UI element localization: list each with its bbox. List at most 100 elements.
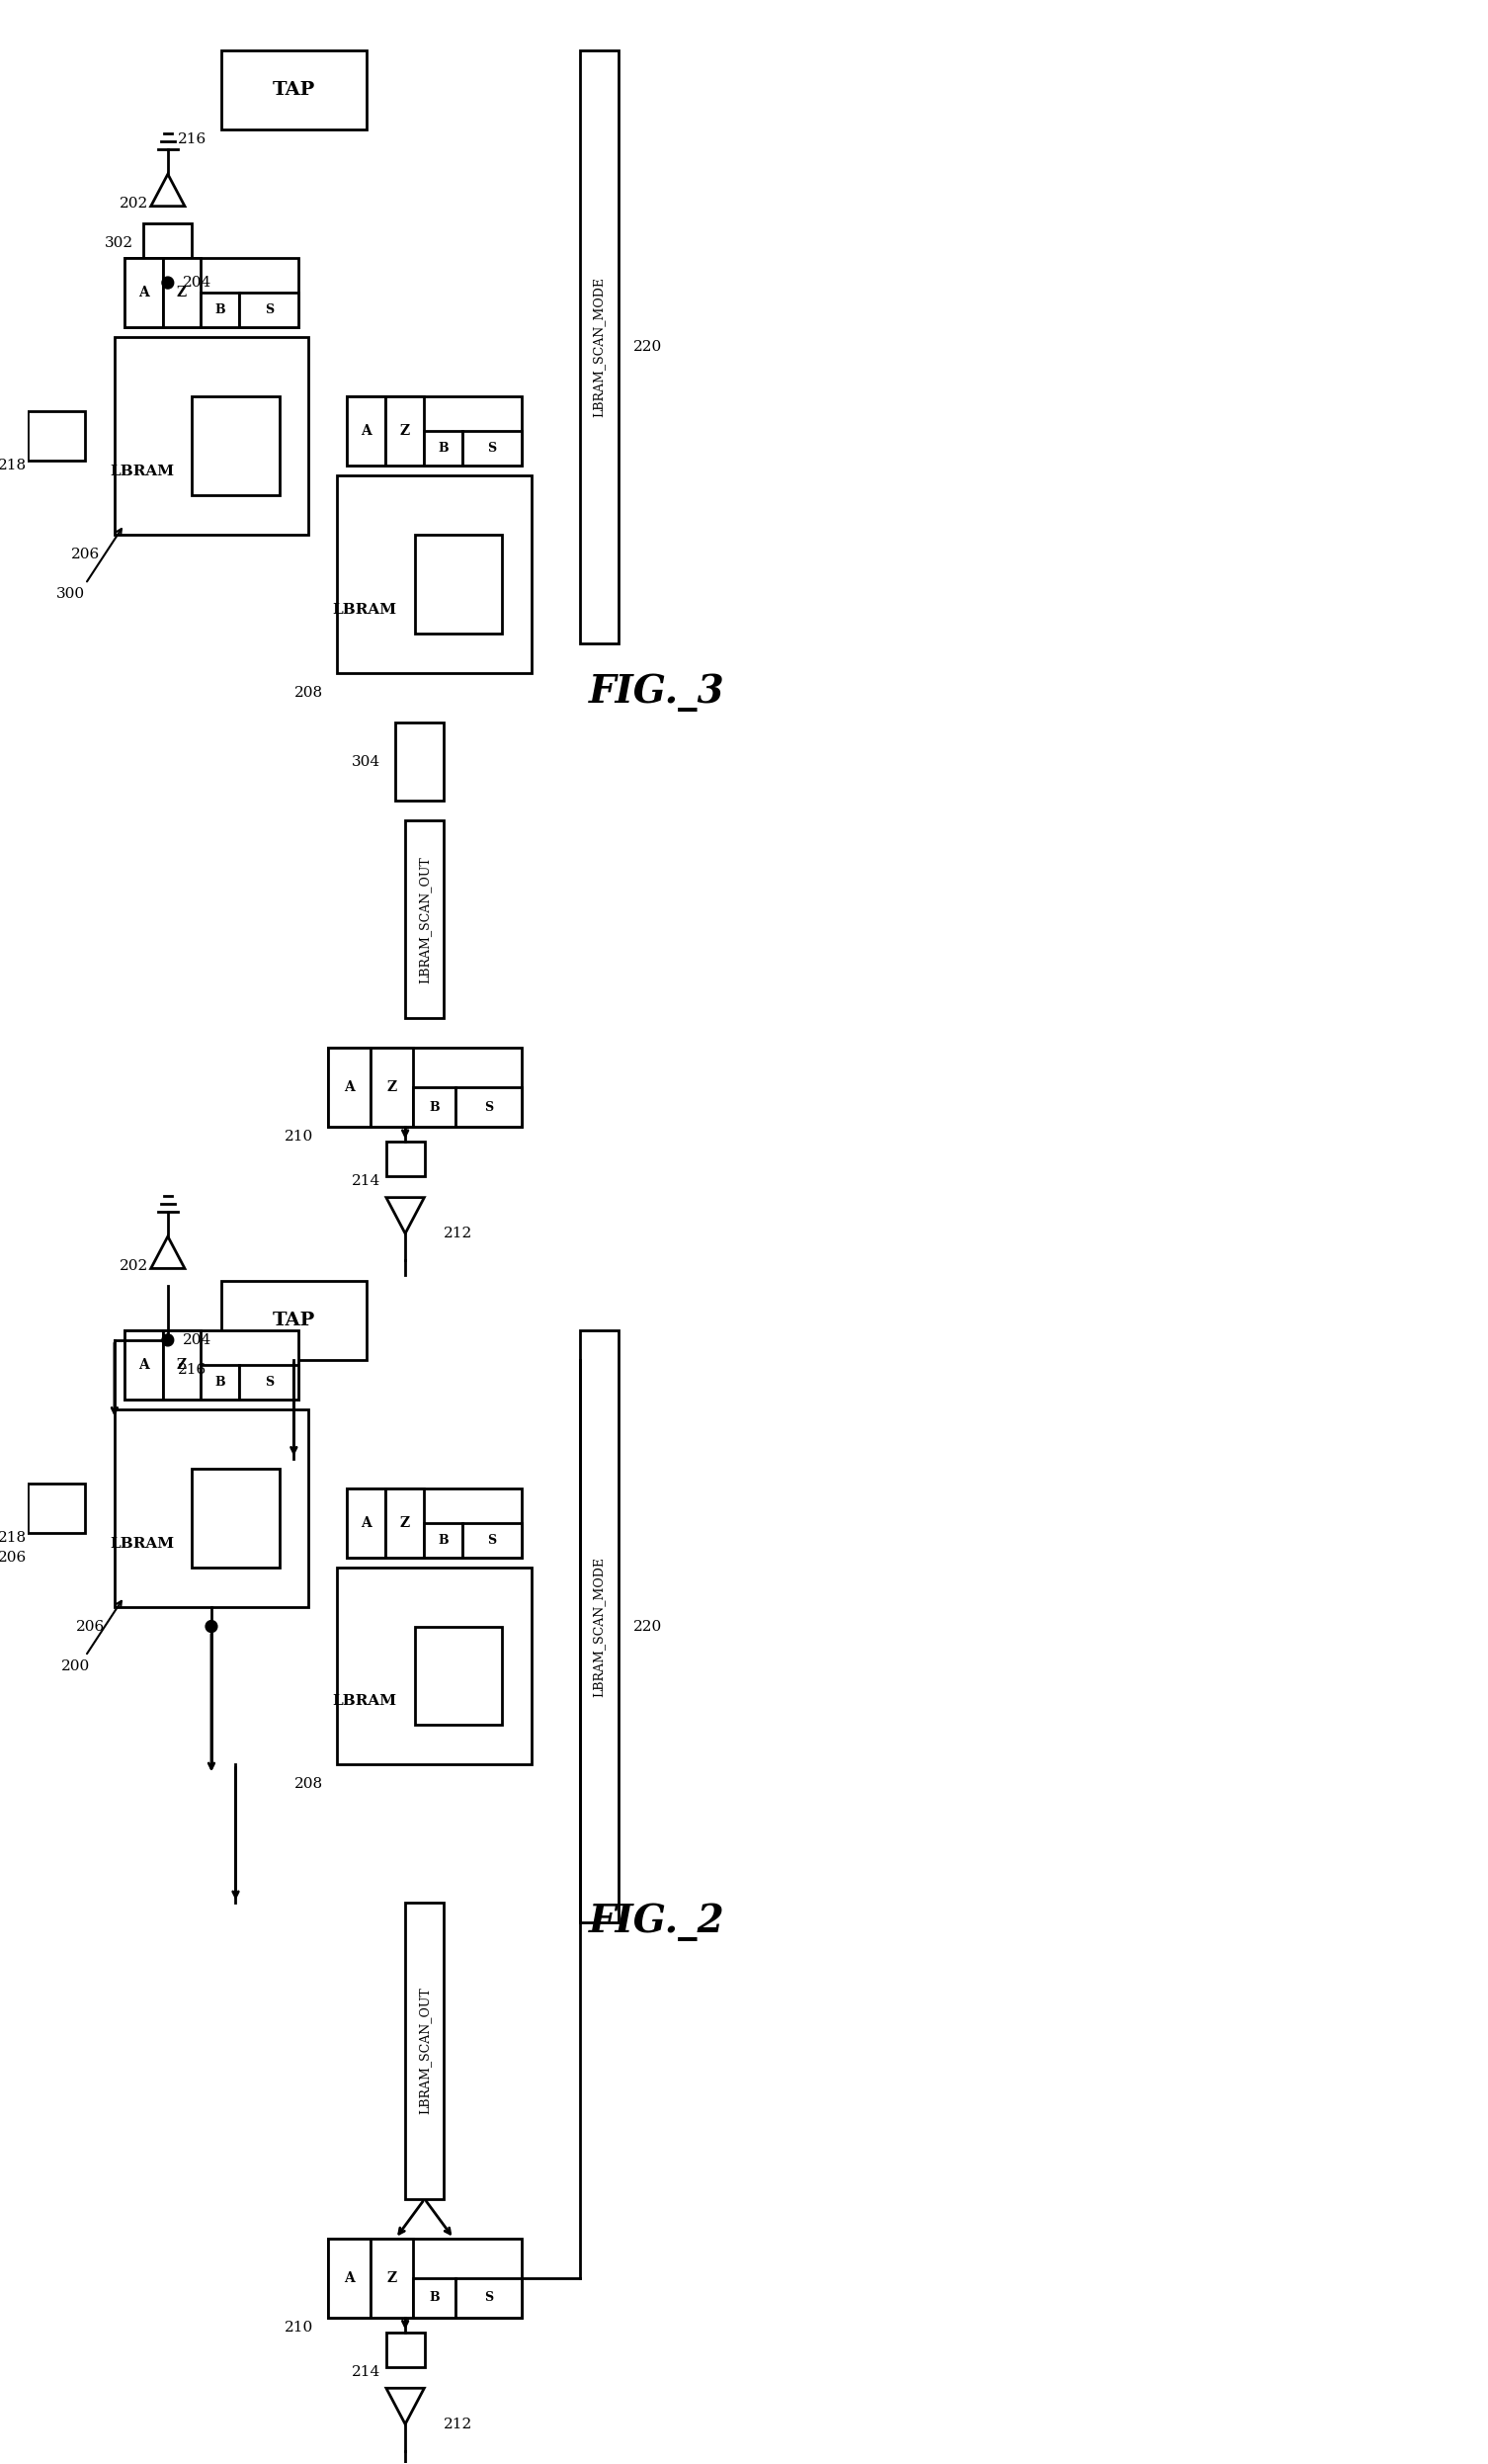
Bar [115,338,308,535]
Bar [124,259,162,328]
Bar [463,431,521,466]
Bar [414,2279,455,2319]
Text: 200: 200 [61,1658,91,1673]
Bar [405,821,443,1018]
Bar [222,52,366,131]
Bar [385,1488,424,1557]
Text: 214: 214 [353,2365,381,2378]
Bar [192,397,280,495]
Text: 300: 300 [57,586,85,601]
Bar [124,1331,299,1400]
Bar [201,293,240,328]
Bar [115,1409,308,1607]
Text: 202: 202 [119,1259,149,1274]
Text: A: A [344,2272,354,2284]
Text: 302: 302 [106,237,134,251]
Bar [27,1483,85,1533]
Bar [371,2237,414,2319]
Bar [414,1087,455,1126]
Text: 208: 208 [295,685,323,700]
Bar [338,476,531,673]
Text: FIG._3: FIG._3 [589,673,725,712]
Text: S: S [265,1375,274,1390]
Text: A: A [362,1515,372,1530]
Bar [327,1047,371,1126]
Text: B: B [437,441,448,453]
Text: 216: 216 [177,1363,207,1377]
Text: 220: 220 [632,1619,662,1634]
Text: A: A [362,424,372,439]
Text: TAP: TAP [272,81,315,99]
Text: 218: 218 [0,1530,27,1545]
Text: 204: 204 [183,276,211,291]
Bar [371,1047,414,1126]
Text: LBRAM_SCAN_OUT: LBRAM_SCAN_OUT [418,1988,432,2114]
Bar [338,1567,531,1764]
Bar [201,1365,240,1400]
Bar [424,431,463,466]
Text: 212: 212 [443,2417,473,2432]
Bar [327,2237,371,2319]
Bar [385,397,424,466]
Text: LBRAM: LBRAM [332,604,397,616]
Bar [424,1523,463,1557]
Text: B: B [214,303,225,315]
Text: Z: Z [387,1079,397,1094]
Bar [240,1365,299,1400]
Text: 202: 202 [119,197,149,212]
Bar [347,397,521,466]
Bar [385,1141,424,1175]
Text: Z: Z [387,2272,397,2284]
Bar [463,1523,521,1557]
Text: S: S [488,441,497,453]
Bar [124,259,299,328]
Bar [124,1331,162,1400]
Text: LBRAM: LBRAM [332,1695,397,1708]
Text: TAP: TAP [272,1311,315,1328]
Text: Z: Z [400,1515,409,1530]
Text: B: B [437,1533,448,1547]
Text: 210: 210 [284,2321,312,2333]
Bar [162,1331,201,1400]
Text: Z: Z [400,424,409,439]
Text: 220: 220 [632,340,662,355]
Text: B: B [214,1375,225,1390]
Bar [396,722,443,801]
Text: FIG._2: FIG._2 [589,1905,725,1942]
Circle shape [162,276,174,288]
Bar [415,535,501,633]
Bar [27,411,85,461]
Text: S: S [484,2292,493,2304]
Text: S: S [265,303,274,315]
Text: 206: 206 [76,1619,104,1634]
Text: B: B [429,1101,439,1114]
Bar [162,259,201,328]
Bar [415,1626,501,1725]
Text: S: S [488,1533,497,1547]
Bar [347,397,385,466]
Text: Z: Z [177,1358,187,1372]
Bar [222,1281,366,1360]
Text: LBRAM_SCAN_MODE: LBRAM_SCAN_MODE [592,276,606,416]
Text: 208: 208 [295,1777,323,1791]
Text: 212: 212 [443,1227,473,1239]
Text: LBRAM_SCAN_MODE: LBRAM_SCAN_MODE [592,1557,606,1698]
Text: LBRAM_SCAN_OUT: LBRAM_SCAN_OUT [418,855,432,983]
Bar [580,52,619,643]
Text: A: A [138,286,149,301]
Text: 206: 206 [0,1550,27,1565]
Bar [240,293,299,328]
Bar [143,224,192,264]
Bar [385,2333,424,2368]
Text: 210: 210 [284,1131,312,1143]
Bar [347,1488,385,1557]
Bar [327,2237,521,2319]
Text: 214: 214 [353,1175,381,1188]
Text: 204: 204 [183,1333,211,1348]
Text: 218: 218 [0,458,27,473]
Bar [405,1902,443,2198]
Circle shape [162,1333,174,1345]
Text: A: A [138,1358,149,1372]
Text: B: B [429,2292,439,2304]
Circle shape [205,1621,217,1631]
